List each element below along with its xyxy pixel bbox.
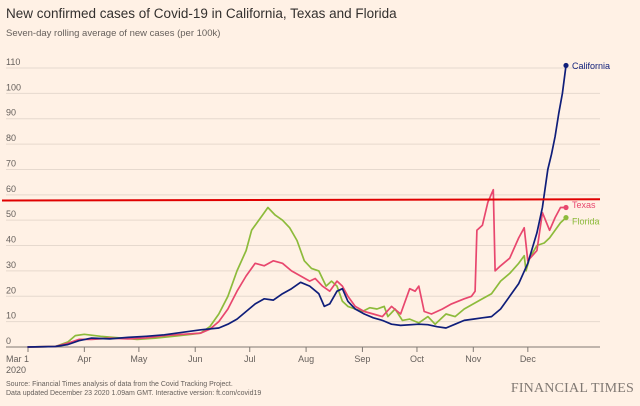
annotation-line [1,198,601,202]
y-tick-label: 80 [6,133,16,143]
legend-labels: California Texas Florida [572,61,610,226]
y-tick-label: 40 [6,235,16,245]
y-tick-label: 30 [6,260,16,270]
y-tick-label: 10 [6,311,16,321]
source-note: Source: Financial Times analysis of data… [6,381,261,398]
y-axis-labels: 0 10 20 30 40 50 60 70 80 90 100 110 [6,57,21,346]
chart-title: New confirmed cases of Covid-19 in Calif… [6,6,397,21]
y-tick-label: 110 [6,57,20,67]
y-tick-label: 0 [6,336,11,346]
x-tick-label: Aug [298,354,314,364]
gridlines [6,67,600,348]
x-tick-label: Oct [410,354,425,364]
source-line: Source: Financial Times analysis of data… [6,381,233,388]
x-tick-label: Apr [77,354,91,364]
chart-subtitle: Seven-day rolling average of new cases (… [6,28,221,39]
y-tick-label: 100 [6,82,21,92]
series-line-florida [27,206,567,348]
series-lines [27,62,569,348]
annotation-layer [1,198,601,202]
legend-label-california: California [572,61,610,71]
y-tick-label: 70 [6,158,16,168]
brand-logo: FINANCIAL TIMES [510,381,634,396]
x-tick-label: Dec [520,354,537,364]
x-tick-sublabel: 2020 [6,365,26,375]
x-tick-label: Jul [244,354,256,364]
legend-label-texas: Texas [572,200,596,210]
x-tick-label: Sep [354,354,370,364]
updated-line: Data updated December 23 2020 1.09am GMT… [6,389,262,397]
y-tick-label: 50 [6,209,16,219]
series-line-california [27,64,567,348]
x-tick-label: Jun [188,354,203,364]
x-tick-label: Mar 1 [6,354,29,364]
y-tick-label: 60 [6,184,16,194]
series-line-texas [27,188,567,348]
y-tick-label: 20 [6,285,16,295]
series-endpoint-florida [563,215,569,221]
series-endpoint-california [563,62,569,69]
legend-label-florida: Florida [572,216,600,226]
x-axis-ticks [27,347,529,352]
y-tick-label: 90 [6,108,16,118]
x-tick-label: May [130,354,148,364]
series-endpoint-texas [563,204,569,211]
x-tick-label: Nov [465,354,482,364]
